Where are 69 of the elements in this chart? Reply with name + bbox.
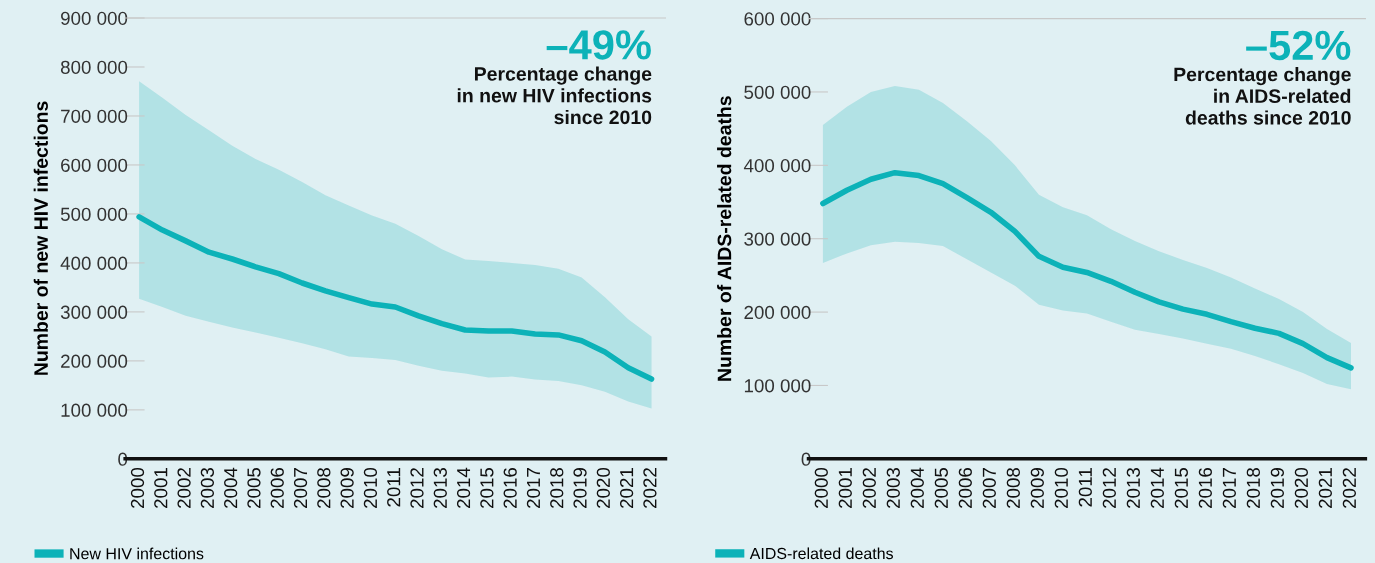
x-tick-label: 2011 — [1078, 468, 1092, 507]
x-tick-label: 2008 — [317, 467, 331, 508]
x-tick-label: 2008 — [1006, 467, 1020, 508]
annotation: Percentage change in AIDS-related deaths since 2010 — [1174, 67, 1351, 125]
y-tick-label: 600 000 — [61, 158, 128, 172]
x-tick-label: 2007 — [982, 468, 996, 508]
y-tick-label: 300 000 — [60, 305, 128, 319]
x-tick-label: 2012 — [1102, 468, 1116, 508]
x-tick-label: 2013 — [433, 468, 447, 508]
x-tick-label: 2010 — [1054, 467, 1068, 508]
annotation: –52% — [1246, 30, 1351, 61]
y-tick-label: 100 000 — [61, 403, 128, 417]
x-tick-label: 2018 — [1246, 467, 1260, 508]
x-tick-label: 2022 — [1342, 468, 1357, 508]
x-tick-label: 2011 — [387, 468, 401, 507]
x-tick-label: 2002 — [862, 468, 876, 508]
x-tick-label: 2020 — [1294, 467, 1308, 508]
x-tick-label: 2005 — [934, 467, 948, 508]
x-tick-label: 2003 — [200, 468, 215, 508]
x-tick-label: 2000 — [814, 467, 828, 508]
y-tick-label: 400 000 — [60, 256, 128, 270]
x-tick-label: 2014 — [1150, 467, 1164, 508]
x-tick-label: 2003 — [886, 468, 900, 508]
x-tick-label: 2009 — [1030, 468, 1044, 508]
y-tick-label: 400 000 — [743, 159, 811, 173]
x-tick-label: 2015 — [1174, 467, 1188, 508]
x-tick-label: 2015 — [480, 467, 494, 508]
y-tick-label: 500 000 — [744, 85, 811, 99]
y-axis-title: Number of AIDS-related deaths — [717, 96, 732, 381]
x-tick-label: 2014 — [456, 467, 471, 508]
y-tick-label: 600 000 — [744, 12, 811, 26]
legend-label: AIDS-related deaths — [749, 547, 893, 560]
x-tick-label: 2004 — [910, 467, 924, 508]
x-tick-label: 2007 — [293, 468, 308, 508]
x-tick-label: 2005 — [247, 467, 261, 508]
x-tick-label: 2022 — [643, 468, 657, 508]
x-tick-label: 2006 — [270, 468, 284, 508]
x-tick-label: 2016 — [1198, 468, 1212, 508]
x-tick-label: 2017 — [526, 468, 541, 508]
x-tick-label: 2018 — [550, 467, 564, 508]
x-tick-label: 2021 — [619, 468, 634, 508]
y-tick-label: 800 000 — [60, 60, 128, 74]
x-tick-label: 2020 — [596, 467, 610, 508]
x-tick-label: 2013 — [1126, 468, 1140, 508]
x-tick-label: 2012 — [410, 468, 424, 508]
x-tick-label: 2017 — [1222, 468, 1236, 508]
y-tick-label: 200 000 — [61, 354, 128, 368]
y-axis-title: Number of new HIV infections — [33, 101, 48, 375]
y-tick-label: 100 000 — [744, 379, 811, 393]
y-tick-label: 300 000 — [744, 232, 811, 246]
x-tick-label: 2001 — [838, 468, 852, 508]
y-tick-label: 200 000 — [744, 305, 811, 320]
x-tick-label: 2009 — [340, 468, 354, 508]
y-tick-label: 900 000 — [61, 11, 128, 25]
annotation: –49% — [546, 30, 651, 60]
x-tick-label: 2002 — [177, 468, 191, 508]
x-tick-label: 2019 — [573, 468, 587, 508]
x-tick-label: 2021 — [1318, 468, 1332, 508]
y-tick-label: 500 000 — [60, 207, 128, 221]
x-tick-label: 2010 — [363, 467, 378, 508]
legend-label: New HIV infections — [70, 547, 204, 560]
x-tick-label: 2019 — [1270, 468, 1284, 508]
x-tick-label: 2006 — [958, 468, 972, 508]
x-tick-label: 2000 — [130, 467, 145, 508]
x-tick-label: 2004 — [224, 467, 238, 508]
y-tick-label: 700 000 — [61, 109, 128, 123]
annotation: Percentage change in new HIV infections since 2010 — [457, 66, 652, 125]
x-tick-label: 2001 — [154, 468, 168, 508]
x-tick-label: 2016 — [503, 468, 517, 508]
